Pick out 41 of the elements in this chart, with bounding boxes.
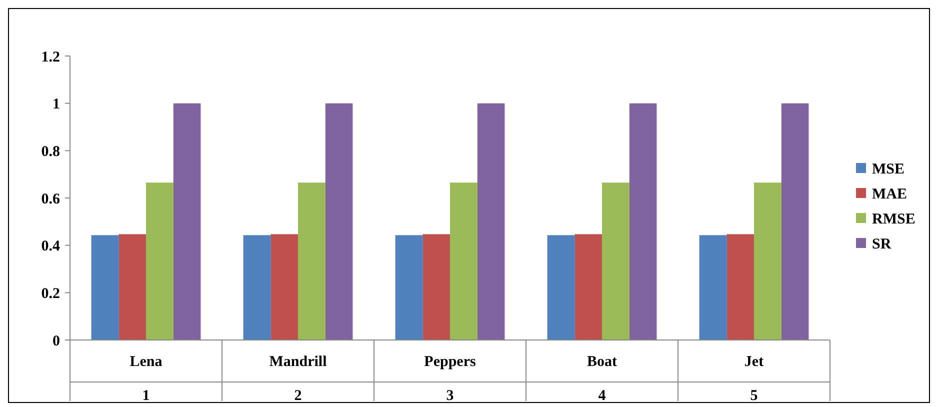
bar	[422, 234, 450, 340]
text: 3	[446, 388, 454, 404]
bar	[325, 103, 353, 340]
legend-label: RMSE	[872, 211, 916, 228]
bar	[699, 235, 727, 340]
text: 2	[294, 388, 302, 404]
bar	[91, 235, 119, 340]
x-tick-label: Jet	[744, 354, 764, 370]
bar	[270, 234, 298, 340]
y-tick-label: 1	[52, 96, 60, 113]
bar	[243, 235, 271, 340]
bar	[726, 234, 754, 340]
text: 5	[750, 388, 758, 404]
bar	[450, 182, 478, 340]
bar	[146, 182, 174, 340]
bar	[395, 235, 423, 340]
y-tick-label: 0.6	[41, 191, 60, 208]
bar	[477, 103, 505, 340]
bar	[547, 235, 575, 340]
x-tick-label: Boat	[587, 354, 618, 370]
bar	[118, 234, 146, 340]
x-tick-label: Mandrill	[269, 354, 327, 370]
bar	[754, 182, 782, 340]
legend-label: MAE	[872, 186, 907, 202]
legend-label: SR	[872, 236, 892, 252]
text: 4	[598, 388, 606, 404]
legend-label: MSE	[872, 161, 905, 178]
y-tick-label: 1.2	[41, 49, 60, 66]
bar	[781, 103, 809, 340]
bar	[629, 103, 657, 340]
y-tick-label: 0	[52, 333, 60, 350]
bar	[173, 103, 201, 340]
bar	[298, 182, 326, 340]
x-tick-label: Peppers	[424, 354, 476, 370]
y-tick-label: 0.8	[41, 144, 60, 160]
x-tick-label: Lena	[130, 354, 163, 370]
text: 1	[142, 388, 150, 404]
y-tick-label: 0.4	[41, 238, 60, 255]
bar	[574, 234, 602, 340]
bar	[602, 182, 630, 340]
y-tick-label: 0.2	[41, 286, 60, 302]
